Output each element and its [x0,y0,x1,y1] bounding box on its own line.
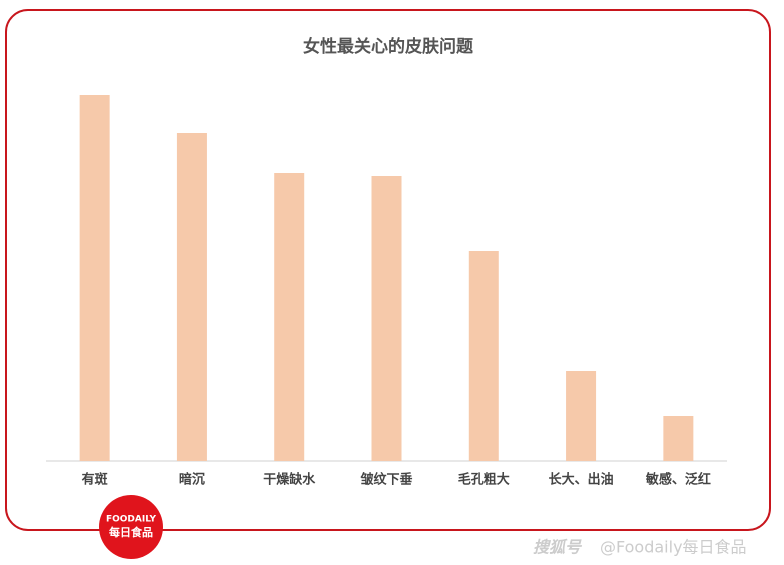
x-tick-label: 长大、出油 [549,472,614,488]
bar [663,416,694,461]
x-tick-label: 干燥缺水 [263,472,316,488]
logo-brand: FOODAILY [106,515,157,525]
x-tick-label: 暗沉 [179,472,205,488]
x-tick-label: 敏感、泛红 [645,472,711,488]
footer-platform: 搜狐号 [533,538,583,557]
bar [274,173,305,461]
chart-title: 女性最关心的皮肤问题 [303,36,474,57]
logo-circle [99,495,163,559]
x-tick-label: 皱纹下垂 [359,472,412,488]
x-tick-label: 毛孔粗大 [458,472,510,488]
x-tick-label: 有斑 [82,472,108,488]
frame [5,9,771,531]
logo-name: 每日食品 [109,525,153,539]
bar [176,133,207,461]
bar [79,95,110,461]
bar [468,251,499,461]
bar [371,176,402,461]
bar [566,371,597,461]
footer-account: @Foodaily每日食品 [600,538,747,557]
